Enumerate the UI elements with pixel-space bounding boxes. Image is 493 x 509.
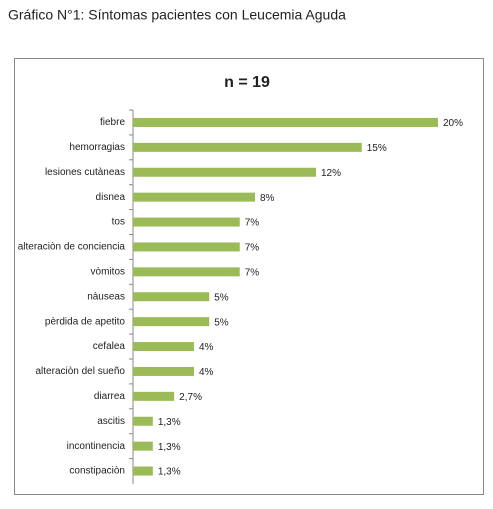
y-tick-label: nàuseas [87, 291, 125, 302]
y-tick-label: alteraciòn de conciencia [18, 242, 126, 253]
y-tick-label: diarrea [94, 391, 126, 402]
data-label: 5% [214, 317, 229, 328]
data-label: 1,3% [158, 442, 181, 453]
bar [133, 192, 255, 202]
y-tick-label: hemorragias [69, 142, 125, 153]
y-tick-label: cefalea [93, 341, 126, 352]
data-label: 1,3% [158, 467, 181, 478]
data-label: 15% [367, 143, 387, 154]
bar [133, 167, 316, 177]
y-tick-label: fiebre [100, 117, 125, 128]
bar [133, 117, 438, 127]
data-label: 1,3% [158, 417, 181, 428]
bar [133, 416, 153, 426]
bar [133, 142, 362, 152]
y-tick-label: constipaciòn [69, 466, 125, 477]
data-label: 12% [321, 168, 341, 179]
bar [133, 342, 194, 352]
bar [133, 217, 240, 227]
chart-title: Gráfico N°1: Síntomas pacientes con Leuc… [8, 7, 346, 23]
y-tick-label: pèrdida de apetito [45, 316, 126, 327]
data-label: 2,7% [179, 392, 202, 403]
data-label: 7% [245, 267, 260, 278]
bar [133, 267, 240, 277]
data-label: 4% [199, 367, 214, 378]
y-tick-label: incontinencia [67, 441, 126, 452]
data-label: 7% [245, 243, 260, 254]
y-tick-label: alteraciòn del sueño [35, 366, 125, 377]
data-label: 4% [199, 342, 214, 353]
bar [133, 292, 210, 302]
y-tick-label: ascitis [97, 416, 125, 427]
y-tick-label: tos [112, 217, 125, 228]
chart-frame [14, 58, 484, 495]
bar [133, 391, 175, 401]
bar [133, 366, 194, 376]
chart-subtitle: n = 19 [224, 74, 270, 91]
bar [133, 466, 153, 476]
data-label: 7% [245, 218, 260, 229]
y-tick-label: disnea [96, 192, 126, 203]
data-label: 5% [214, 292, 229, 303]
bar [133, 441, 153, 451]
y-tick-label: lesiones cutàneas [45, 167, 125, 178]
data-label: 8% [260, 193, 275, 204]
data-label: 20% [443, 118, 463, 129]
bar [133, 242, 240, 252]
bar [133, 317, 210, 327]
y-tick-label: vòmitos [91, 266, 125, 277]
